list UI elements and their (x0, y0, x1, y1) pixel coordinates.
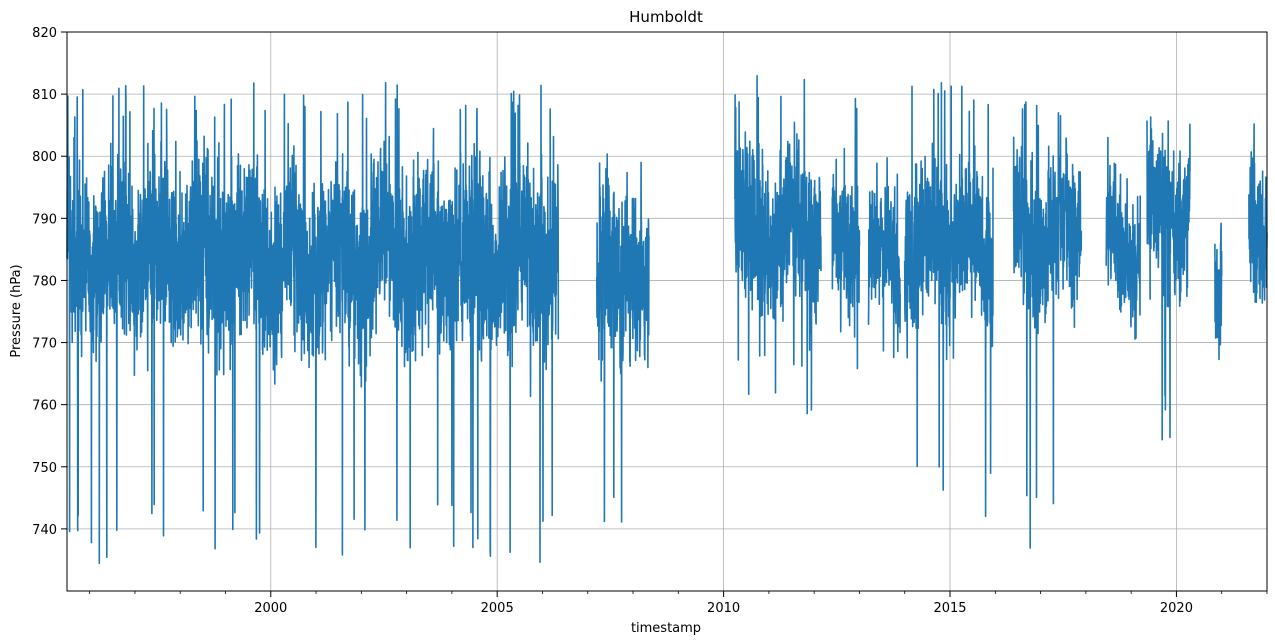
y-axis: 740 750 760 770 780 790 800 810 820 (32, 26, 67, 538)
y-axis-title: Pressure (hPa) (9, 264, 24, 357)
pressure-line-segment (831, 97, 861, 370)
y-tick-label: 740 (32, 523, 57, 538)
pressure-line-segment (1214, 222, 1223, 361)
x-tick-label: 2000 (254, 601, 287, 616)
pressure-line-segment (1146, 116, 1191, 441)
pressure-line-segment (66, 81, 560, 565)
y-tick-label: 820 (32, 26, 57, 41)
y-tick-label: 760 (32, 399, 57, 414)
pressure-line-segment (734, 74, 822, 415)
plot-frame (66, 31, 1268, 592)
chart-title: Humboldt (629, 8, 703, 26)
y-tick-label: 790 (32, 212, 57, 227)
pressure-line-segment (596, 153, 650, 523)
pressure-line-segment (1248, 123, 1268, 304)
y-tick-label: 750 (32, 461, 57, 476)
pressure-line-segment (1105, 136, 1141, 340)
x-axis: 2000 2005 2010 2015 2020 (89, 591, 1268, 616)
pressure-line-segment (903, 82, 994, 518)
x-tick-label: 2015 (933, 601, 966, 616)
y-tick-label: 780 (32, 274, 57, 289)
pressure-line-segment (867, 157, 901, 359)
x-axis-title: timestamp (631, 621, 701, 636)
x-tick-label: 2010 (707, 601, 740, 616)
y-tick-label: 810 (32, 88, 57, 103)
pressure-line-segment (1012, 101, 1083, 549)
x-tick-label: 2005 (481, 601, 514, 616)
x-tick-label: 2020 (1160, 601, 1193, 616)
y-tick-label: 800 (32, 150, 57, 165)
plot-series (66, 74, 1268, 565)
y-tick-label: 770 (32, 337, 57, 352)
